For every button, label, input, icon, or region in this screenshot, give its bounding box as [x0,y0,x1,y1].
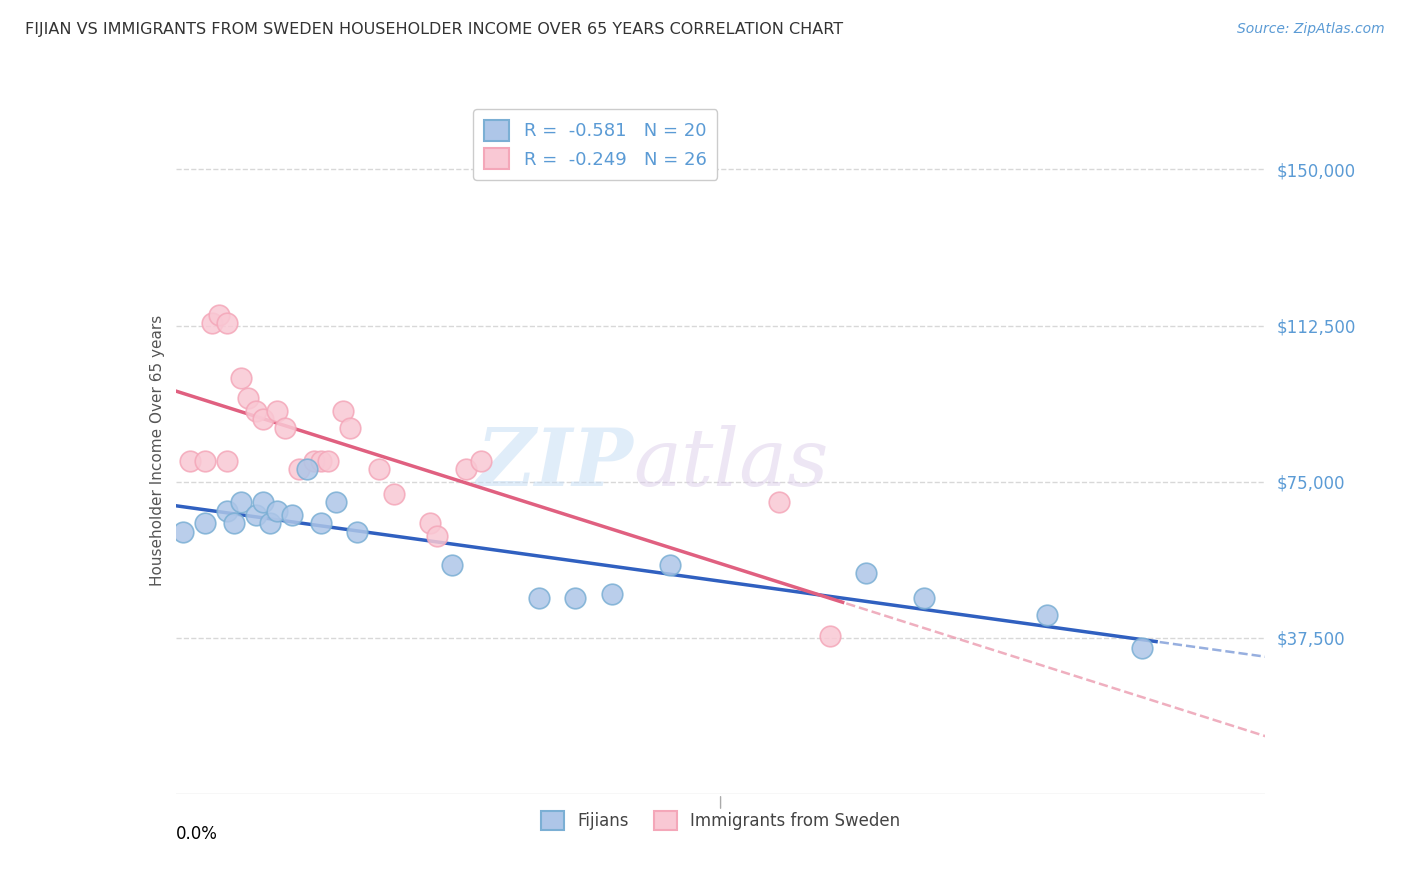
Point [912,591,935,606]
Point [215,454,238,468]
Point [252,412,274,426]
Text: ZIP: ZIP [477,425,633,503]
Point [470,454,492,468]
Text: Source: ZipAtlas.com: Source: ZipAtlas.com [1237,22,1385,37]
Point [259,516,281,531]
Point [245,404,267,418]
Point [266,404,288,418]
Point [179,454,201,468]
Point [325,495,347,509]
Point [215,317,238,331]
Point [309,454,332,468]
Point [346,524,368,539]
Point [281,508,304,522]
Point [600,587,623,601]
Point [194,454,217,468]
Point [440,558,463,572]
Point [527,591,550,606]
Point [855,566,877,581]
Point [368,462,391,476]
Point [456,462,478,476]
Point [818,629,841,643]
Point [295,462,318,476]
Point [426,529,449,543]
Point [1036,607,1059,622]
Point [238,392,260,406]
Point [231,370,253,384]
Point [382,487,405,501]
Point [318,454,340,468]
Legend: Fijians, Immigrants from Sweden: Fijians, Immigrants from Sweden [534,805,907,837]
Point [252,495,274,509]
Point [274,420,297,434]
Point [768,495,790,509]
Point [1130,641,1153,656]
Point [339,420,361,434]
Point [245,508,267,522]
Point [201,317,224,331]
Point [332,404,354,418]
Text: atlas: atlas [633,425,828,503]
Text: 0.0%: 0.0% [176,825,218,843]
Y-axis label: Householder Income Over 65 years: Householder Income Over 65 years [149,315,165,586]
Point [658,558,681,572]
Point [208,308,231,322]
Point [266,504,288,518]
Point [564,591,586,606]
Point [419,516,441,531]
Point [222,516,245,531]
Point [231,495,253,509]
Point [288,462,311,476]
Point [309,516,332,531]
Point [302,454,325,468]
Text: FIJIAN VS IMMIGRANTS FROM SWEDEN HOUSEHOLDER INCOME OVER 65 YEARS CORRELATION CH: FIJIAN VS IMMIGRANTS FROM SWEDEN HOUSEHO… [25,22,844,37]
Point [194,516,217,531]
Point [172,524,194,539]
Point [215,504,238,518]
